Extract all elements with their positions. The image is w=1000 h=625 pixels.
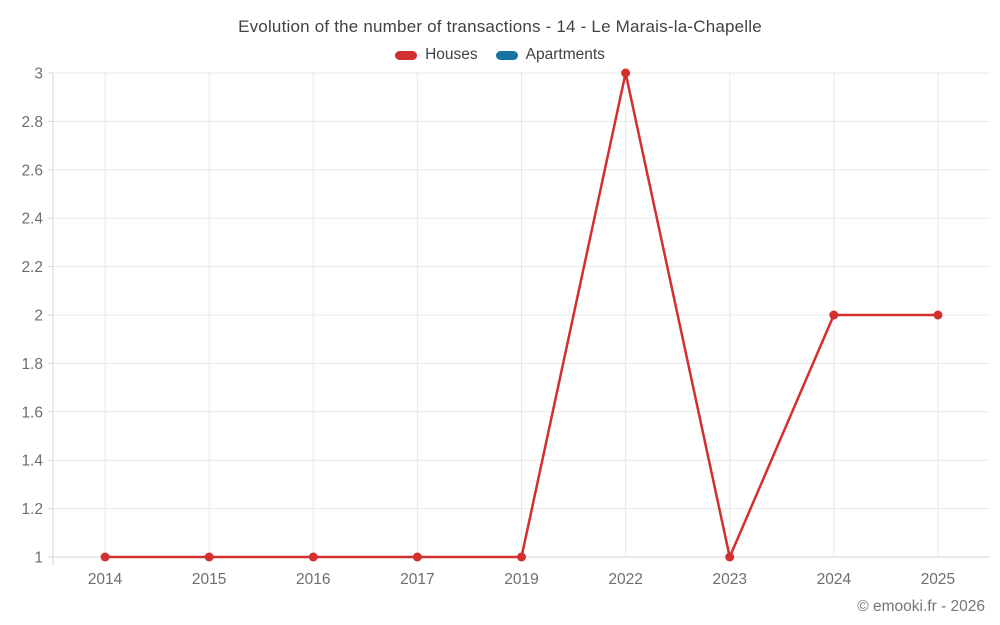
- legend-label-houses: Houses: [425, 46, 478, 63]
- legend-item-houses[interactable]: Houses: [395, 46, 478, 64]
- x-tick-label: 2019: [504, 571, 538, 588]
- y-tick-label: 2.6: [21, 162, 43, 179]
- y-tick-label: 2.4: [21, 211, 43, 228]
- data-point-houses: [517, 552, 526, 562]
- data-point-houses: [933, 310, 943, 320]
- legend-label-apartments: Apartments: [525, 46, 605, 63]
- legend: Houses Apartments: [0, 46, 1000, 64]
- data-point-houses: [829, 310, 839, 320]
- chart-title: Evolution of the number of transactions …: [238, 17, 762, 36]
- y-tick-label: 1.6: [21, 404, 43, 421]
- legend-item-apartments[interactable]: Apartments: [495, 46, 605, 64]
- houses-series-swatch-icon: [395, 50, 418, 60]
- x-tick-label: 2017: [400, 571, 434, 588]
- data-point-houses: [100, 552, 110, 562]
- x-tick-label: 2023: [712, 571, 746, 588]
- x-tick-label: 2016: [296, 571, 330, 588]
- y-tick-label: 1.8: [21, 356, 43, 373]
- data-point-houses: [621, 68, 631, 78]
- data-point-houses: [308, 552, 318, 562]
- x-tick-label: 2015: [192, 571, 226, 588]
- y-tick-label: 1.4: [21, 453, 43, 470]
- data-point-houses: [204, 552, 214, 562]
- y-tick-label: 2: [34, 308, 43, 325]
- x-tick-label: 2014: [88, 571, 123, 588]
- copyright: © emooki.fr - 2026: [857, 598, 985, 615]
- y-tick-label: 1.2: [21, 501, 43, 518]
- apartments-series-swatch-icon: [495, 50, 518, 60]
- x-tick-label: 2024: [817, 571, 852, 588]
- x-tick-label: 2025: [921, 571, 955, 588]
- y-tick-label: 1: [34, 550, 43, 567]
- x-tick-label: 2022: [608, 571, 642, 588]
- y-tick-label: 2.2: [21, 259, 43, 276]
- y-tick-label: 3: [34, 66, 43, 83]
- y-tick-label: 2.8: [21, 114, 43, 131]
- data-point-houses: [725, 552, 735, 562]
- data-point-houses: [412, 552, 422, 562]
